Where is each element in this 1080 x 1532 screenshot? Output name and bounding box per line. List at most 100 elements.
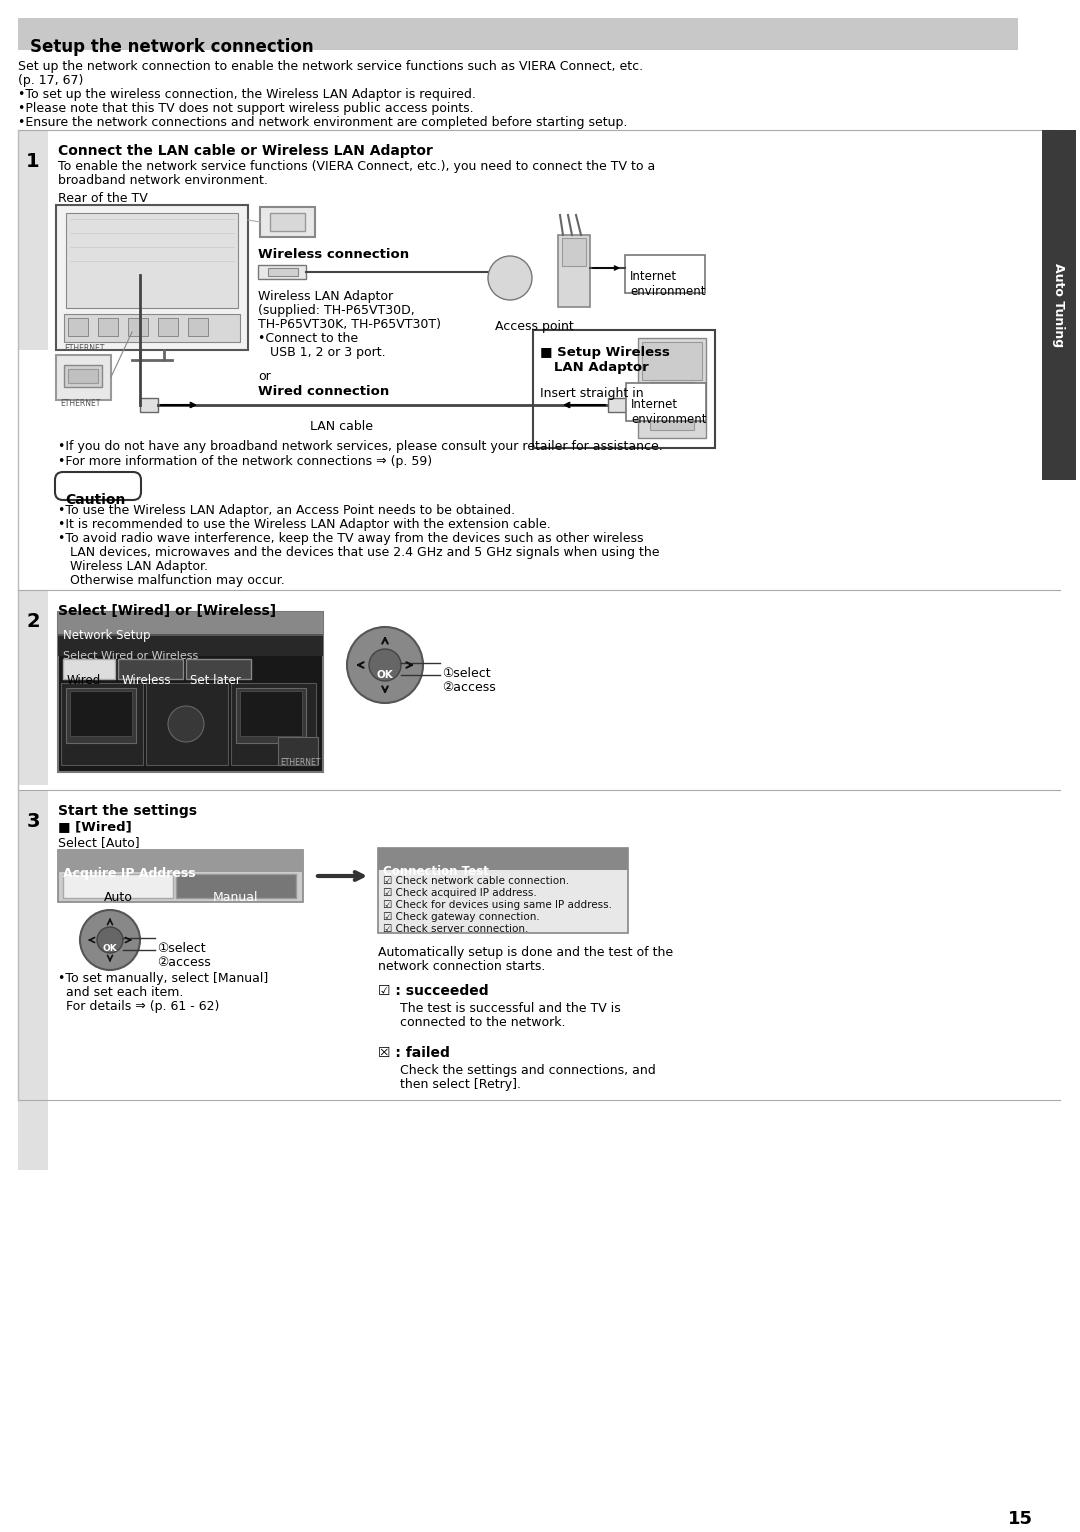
Bar <box>58 634 323 636</box>
Text: To enable the network service functions (VIERA Connect, etc.), you need to conne: To enable the network service functions … <box>58 159 656 173</box>
Bar <box>70 691 132 735</box>
Text: ☑ Check acquired IP address.: ☑ Check acquired IP address. <box>383 889 537 898</box>
Bar <box>58 611 323 634</box>
Text: network connection starts.: network connection starts. <box>378 961 545 973</box>
Text: Auto: Auto <box>104 892 133 904</box>
Text: 2: 2 <box>26 611 40 631</box>
Text: Connect the LAN cable or Wireless LAN Adaptor: Connect the LAN cable or Wireless LAN Ad… <box>58 144 433 158</box>
Bar <box>118 659 183 679</box>
Bar <box>98 319 118 336</box>
Text: LAN Adaptor: LAN Adaptor <box>540 362 649 374</box>
Bar <box>66 688 136 743</box>
Text: ETHERNET: ETHERNET <box>60 398 100 408</box>
Text: Wireless LAN Adaptor: Wireless LAN Adaptor <box>258 290 393 303</box>
Bar <box>642 342 702 380</box>
Text: Acquire IP Address: Acquire IP Address <box>63 867 195 879</box>
Circle shape <box>97 927 123 953</box>
Text: or: or <box>258 371 271 383</box>
Bar <box>64 314 240 342</box>
Bar <box>18 18 1018 51</box>
Text: Wireless connection: Wireless connection <box>258 248 409 260</box>
Text: ☑ Check network cable connection.: ☑ Check network cable connection. <box>383 876 569 885</box>
Text: ☑ : succeeded: ☑ : succeeded <box>378 984 488 997</box>
Bar <box>231 683 316 764</box>
Text: ☑ Check gateway connection.: ☑ Check gateway connection. <box>383 912 540 922</box>
Bar <box>68 319 87 336</box>
Bar <box>129 319 148 336</box>
Text: •To set up the wireless connection, the Wireless LAN Adaptor is required.: •To set up the wireless connection, the … <box>18 87 476 101</box>
Bar <box>558 234 590 306</box>
Text: Caution: Caution <box>65 493 125 507</box>
Text: The test is successful and the TV is: The test is successful and the TV is <box>400 1002 621 1016</box>
Text: ☒ : failed: ☒ : failed <box>378 1046 450 1060</box>
Bar <box>18 590 48 784</box>
Text: USB 1, 2 or 3 port.: USB 1, 2 or 3 port. <box>258 346 386 358</box>
Text: ■ [Wired]: ■ [Wired] <box>58 820 132 833</box>
Circle shape <box>168 706 204 741</box>
Bar <box>260 207 315 237</box>
Text: 1: 1 <box>26 152 40 172</box>
Text: OK: OK <box>103 944 118 953</box>
Circle shape <box>80 910 140 970</box>
Text: ETHERNET: ETHERNET <box>280 758 321 768</box>
Bar <box>68 369 98 383</box>
Text: •It is recommended to use the Wireless LAN Adaptor with the extension cable.: •It is recommended to use the Wireless L… <box>58 518 551 532</box>
Text: •Please note that this TV does not support wireless public access points.: •Please note that this TV does not suppo… <box>18 103 474 115</box>
Text: ①select: ①select <box>442 666 490 680</box>
Bar <box>58 611 323 772</box>
Text: ①select: ①select <box>157 942 205 954</box>
Text: Select Wired or Wireless: Select Wired or Wireless <box>63 651 199 660</box>
Text: ②access: ②access <box>157 956 211 970</box>
Text: and set each item.: and set each item. <box>58 987 184 999</box>
Text: Start the settings: Start the settings <box>58 804 197 818</box>
Text: Setup the network connection: Setup the network connection <box>30 38 313 57</box>
Bar <box>66 213 238 308</box>
Text: •For more information of the network connections ⇒ (p. 59): •For more information of the network con… <box>58 455 432 467</box>
Text: Manual: Manual <box>213 892 259 904</box>
Text: TH-P65VT30K, TH-P65VT30T): TH-P65VT30K, TH-P65VT30T) <box>258 319 441 331</box>
Text: Internet
environment: Internet environment <box>631 398 706 426</box>
Bar <box>638 339 706 438</box>
Text: Wired connection: Wired connection <box>258 385 389 398</box>
Text: Select [Wired] or [Wireless]: Select [Wired] or [Wireless] <box>58 604 276 617</box>
Bar <box>58 850 303 872</box>
Bar <box>562 237 586 267</box>
Bar <box>146 683 228 764</box>
Text: •To use the Wireless LAN Adaptor, an Access Point needs to be obtained.: •To use the Wireless LAN Adaptor, an Acc… <box>58 504 515 516</box>
Text: LAN cable: LAN cable <box>310 420 373 434</box>
Text: Otherwise malfunction may occur.: Otherwise malfunction may occur. <box>58 574 285 587</box>
Text: •If you do not have any broadband network services, please consult your retailer: •If you do not have any broadband networ… <box>58 440 663 453</box>
Text: Rear of the TV: Rear of the TV <box>58 192 148 205</box>
Text: Internet
environment: Internet environment <box>630 270 705 299</box>
Text: Wired: Wired <box>67 674 102 686</box>
Text: (p. 17, 67): (p. 17, 67) <box>18 74 83 87</box>
Bar <box>18 130 48 349</box>
Bar <box>58 850 303 902</box>
Text: ■ Setup Wireless: ■ Setup Wireless <box>540 346 670 358</box>
Text: connected to the network.: connected to the network. <box>400 1016 566 1030</box>
Bar <box>240 691 302 735</box>
Text: broadband network environment.: broadband network environment. <box>58 175 268 187</box>
Bar <box>237 688 306 743</box>
Bar <box>650 381 694 430</box>
Circle shape <box>369 650 401 682</box>
Bar <box>18 791 48 1170</box>
Bar <box>56 205 248 349</box>
Bar <box>186 659 251 679</box>
Text: Set later: Set later <box>190 674 241 686</box>
Bar <box>1042 130 1076 480</box>
Text: Set up the network connection to enable the network service functions such as VI: Set up the network connection to enable … <box>18 60 643 74</box>
Circle shape <box>347 627 423 703</box>
Bar <box>63 873 173 898</box>
Bar <box>63 659 114 679</box>
Text: Access point: Access point <box>495 320 573 332</box>
Text: •Connect to the: •Connect to the <box>258 332 359 345</box>
Circle shape <box>488 256 532 300</box>
Text: •Ensure the network connections and network environment are completed before sta: •Ensure the network connections and netw… <box>18 116 627 129</box>
Text: •To set manually, select [Manual]: •To set manually, select [Manual] <box>58 971 268 985</box>
Bar <box>270 213 305 231</box>
Bar <box>626 383 706 421</box>
Text: Check the settings and connections, and: Check the settings and connections, and <box>400 1065 656 1077</box>
Bar <box>176 873 296 898</box>
Bar <box>56 355 111 400</box>
